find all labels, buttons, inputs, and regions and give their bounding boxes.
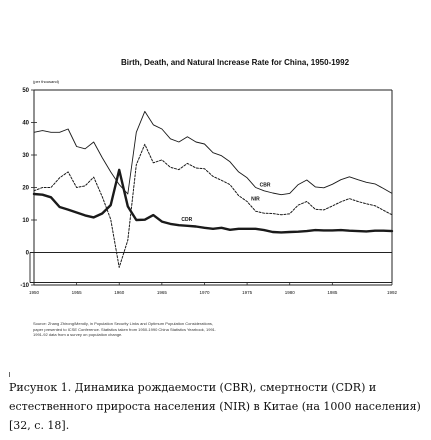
y-tick-label: 40 <box>22 121 29 127</box>
source-note: Source: Zhang Zhirong/Mendly, in Populat… <box>33 321 403 338</box>
source-line: Source: Zhang Zhirong/Mendly, in Populat… <box>33 321 214 326</box>
x-tick-label: 1970 <box>199 290 210 295</box>
y-tick-label: 30 <box>22 153 29 159</box>
chart-area: Birth, Death, and Natural Increase Rate … <box>20 58 398 295</box>
line-chart: -10 0 10 20 30 40 50 1950 1955 1960 1965 1970 1975 1… <box>20 88 398 295</box>
x-tick-label: 1980 <box>285 290 296 295</box>
unit-label: (per thousand) <box>33 79 60 84</box>
y-tick-label: 20 <box>22 186 29 192</box>
x-tick-label: 1950 <box>29 290 40 295</box>
source-line: 1991-92 data from a survey on population… <box>33 332 123 337</box>
x-tick-label: 1955 <box>72 290 83 295</box>
x-tick-label: 1985 <box>327 290 338 295</box>
series-line-nir <box>33 143 393 268</box>
x-tick-label: 1960 <box>114 290 125 295</box>
series-label-cbr: CBR <box>260 183 271 189</box>
x-tick-label: 1992 <box>387 290 398 295</box>
figure-caption: Рисунок 1. Динамика рождаемости (CBR), с… <box>9 381 421 432</box>
margin-mark <box>9 372 10 377</box>
chart-title: Birth, Death, and Natural Increase Rate … <box>120 58 350 67</box>
series-line-cbr <box>33 110 393 196</box>
source-line: paper presented to ICSE Conference. Stat… <box>33 326 216 332</box>
y-tick-label: 50 <box>22 88 29 94</box>
series-line-cdr <box>32 168 394 234</box>
series-label-nir: NIR <box>251 196 260 202</box>
y-tick-label: 10 <box>22 218 29 224</box>
series-label-cdr: CDR <box>181 217 192 223</box>
y-tick-label: 0 <box>26 251 30 257</box>
x-tick-label: 1975 <box>242 290 253 295</box>
y-tick-label: -10 <box>20 283 29 289</box>
x-tick-label: 1965 <box>157 290 168 295</box>
